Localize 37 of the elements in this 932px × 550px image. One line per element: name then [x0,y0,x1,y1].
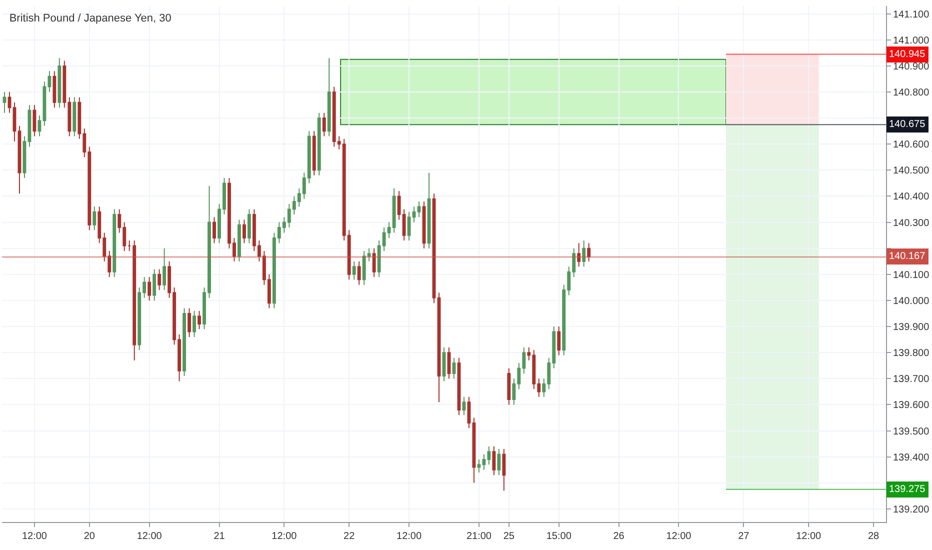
y-tick-label: 140.600 [893,140,930,151]
ref-line-label: 140.945 [889,49,926,60]
ref-line-label: 140.167 [889,251,926,262]
text: British Pound / Japanese Yen, 30 [9,12,172,24]
y-tick-label: 141.100 [893,9,930,20]
x-tick-label: 12:00 [796,531,822,542]
y-tick-label: 140.000 [893,296,930,307]
x-tick-label: 15:00 [546,531,572,542]
y-tick-label: 139.200 [893,504,930,516]
y-tick-label: 140.500 [893,166,930,177]
y-tick-label: 139.400 [893,452,930,464]
x-tick-label: 12:00 [666,531,692,542]
x-tick-label: 27 [738,531,750,542]
y-tick-label: 140.800 [893,88,930,98]
y-tick-label: 140.300 [893,218,930,229]
y-tick-label: 139.700 [893,374,930,386]
ref-line-label: 139.275 [889,484,926,495]
x-tick-label: 22 [344,531,356,542]
x-tick-label: 12:00 [136,531,162,542]
y-tick-label: 139.500 [893,426,930,438]
x-tick-label: 21:00 [466,531,492,542]
x-tick-label: 20 [84,531,96,542]
x-tick-label: 25 [503,531,515,542]
x-tick-label: 26 [613,531,625,542]
y-tick-label: 140.900 [893,61,930,72]
ref-line-label: 140.675 [889,119,926,130]
y-tick-label: 139.600 [893,400,930,412]
y-tick-label: 140.100 [893,270,930,281]
x-tick-label: 28 [868,531,880,542]
y-tick-label: 140.400 [893,192,930,203]
x-tick-label: 12:00 [396,531,422,542]
y-tick-label: 139.800 [893,348,930,360]
y-tick-label: 139.900 [893,322,930,334]
x-tick-label: 12:00 [22,531,48,542]
x-tick-label: 12:00 [272,531,298,542]
x-tick-label: 21 [214,531,226,542]
y-tick-label: 141.000 [893,35,930,46]
